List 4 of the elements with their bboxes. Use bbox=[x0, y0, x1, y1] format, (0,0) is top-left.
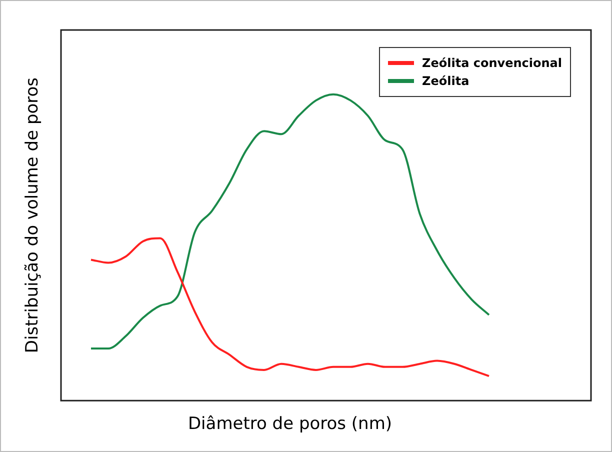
legend-label: Zeólita bbox=[422, 74, 470, 88]
x-axis-title: Diâmetro de poros (nm) bbox=[188, 414, 392, 434]
legend-label: Zeólita convencional bbox=[422, 56, 562, 70]
y-axis-title: Distribuição do volume de poros bbox=[22, 77, 42, 354]
